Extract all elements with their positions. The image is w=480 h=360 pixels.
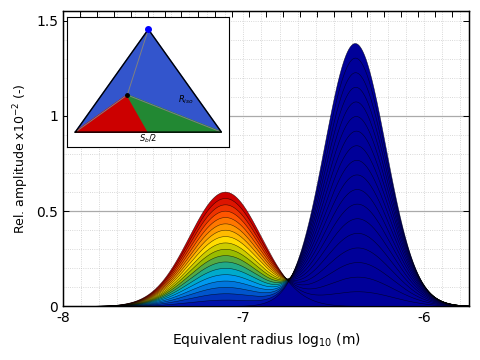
X-axis label: Equivalent radius log$_{10}$ (m): Equivalent radius log$_{10}$ (m) — [171, 331, 360, 349]
Y-axis label: Rel. amplitude x10$^{-2}$ (-): Rel. amplitude x10$^{-2}$ (-) — [11, 84, 31, 234]
